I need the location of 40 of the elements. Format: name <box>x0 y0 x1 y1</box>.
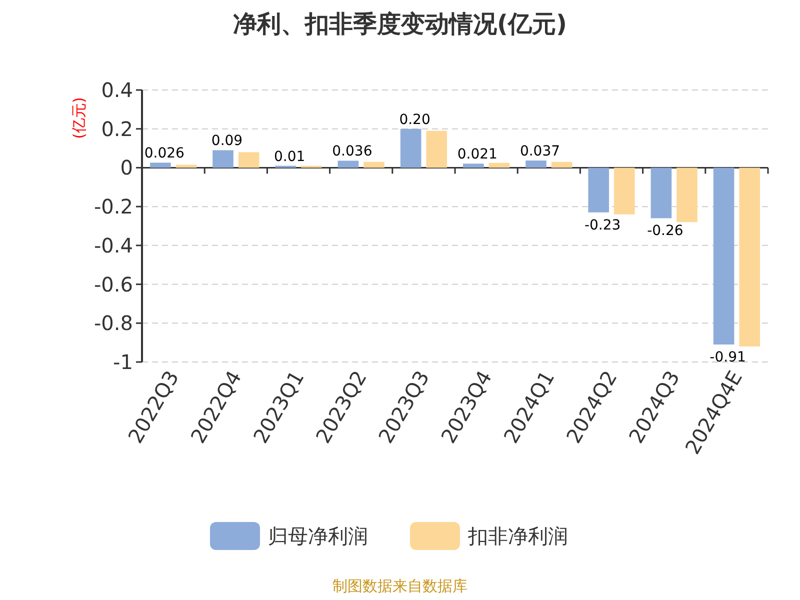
bar <box>338 160 359 168</box>
bar <box>150 162 171 168</box>
chart-title: 净利、扣非季度变动情况(亿元) <box>233 10 567 38</box>
data-label: 0.09 <box>211 133 243 150</box>
y-tick-label: 0 <box>120 156 133 180</box>
y-tick-label: -0.2 <box>94 194 133 219</box>
bar <box>364 162 384 168</box>
y-tick-label: -0.6 <box>94 272 133 296</box>
bar <box>400 128 422 168</box>
bar <box>426 130 447 168</box>
y-tick-label: -0.4 <box>94 233 133 258</box>
bar <box>551 162 572 168</box>
data-label: -0.26 <box>647 223 684 240</box>
bar <box>238 152 260 168</box>
text: 制图数据来自数据库 <box>332 577 468 595</box>
legend-label: 归母净利润 <box>268 524 368 548</box>
bar <box>526 160 546 168</box>
bar <box>614 168 635 214</box>
data-label: 0.036 <box>332 144 372 160</box>
data-label: 0.021 <box>457 146 498 163</box>
data-label: 0.037 <box>520 144 560 160</box>
y-tick-label: 0.2 <box>101 116 133 141</box>
bar <box>739 168 760 346</box>
data-label: -0.23 <box>584 217 621 234</box>
bar <box>212 150 234 168</box>
bar <box>488 162 510 168</box>
data-label: 0.01 <box>274 148 306 165</box>
y-tick-label: -0.8 <box>94 311 133 336</box>
bar <box>588 168 609 212</box>
bar <box>463 164 484 168</box>
data-label: 0.20 <box>399 112 430 128</box>
y-tick-label: -1 <box>113 350 133 374</box>
y-axis-title: (亿元) <box>70 97 88 139</box>
bar <box>650 168 672 218</box>
bar <box>713 168 734 345</box>
bar <box>676 168 698 222</box>
data-label: 0.026 <box>144 146 185 162</box>
legend-label: 扣非净利润 <box>467 524 568 548</box>
y-tick-label: 0.4 <box>101 78 133 102</box>
data-label: -0.91 <box>710 350 746 366</box>
